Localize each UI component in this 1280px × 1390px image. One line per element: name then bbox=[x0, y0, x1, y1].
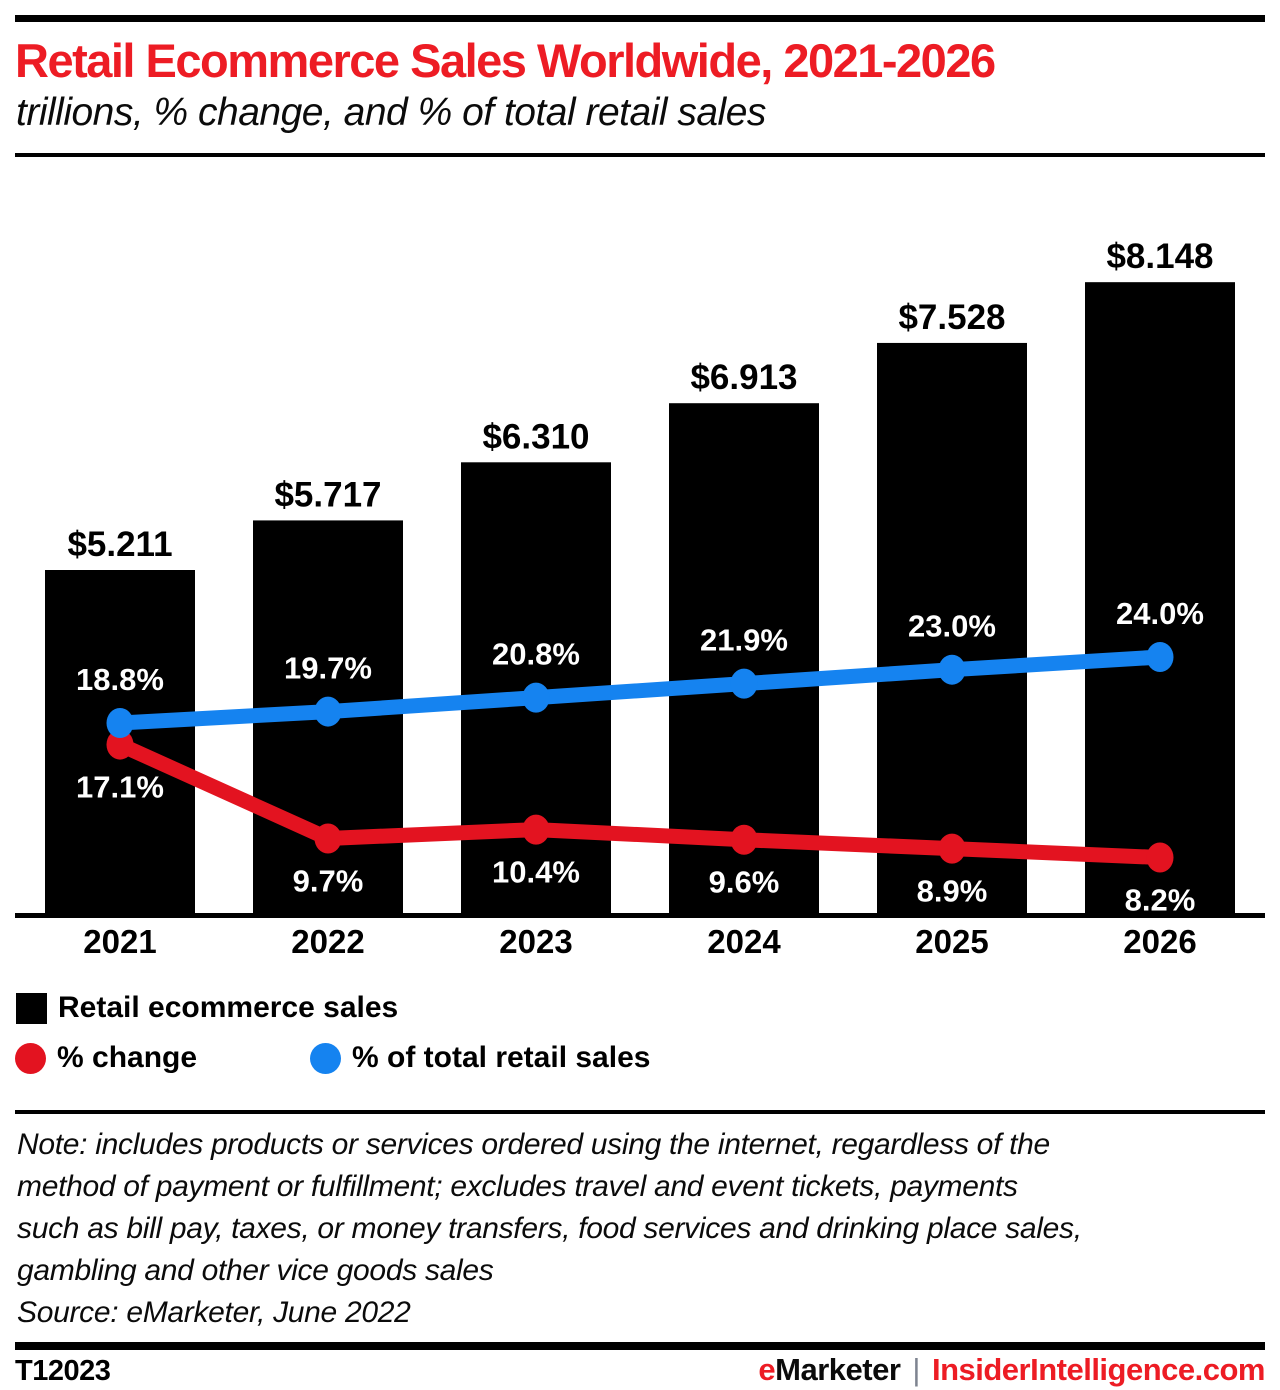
legend-label-pct-total: % of total retail sales bbox=[352, 1041, 651, 1074]
note-line: such as bill pay, taxes, or money transf… bbox=[17, 1212, 1082, 1245]
data-point-red-2026 bbox=[1146, 842, 1174, 873]
pct-change-label-2026: 8.2% bbox=[1125, 883, 1196, 918]
top-rule bbox=[15, 15, 1265, 22]
pct-change-label-2024: 9.6% bbox=[709, 865, 780, 900]
data-point-blue-2022 bbox=[314, 696, 342, 727]
note-line: gambling and other vice goods sales bbox=[17, 1254, 494, 1287]
bar-value-label-2024: $6.913 bbox=[690, 358, 797, 397]
data-point-blue-2026 bbox=[1146, 642, 1174, 673]
chart: $5.211 $5.717 $6.310 $6.913 $7.528 $8.148 18.8… bbox=[15, 237, 1265, 960]
bar-value-label-2025: $7.528 bbox=[898, 298, 1005, 337]
note-line: Note: includes products or services orde… bbox=[17, 1128, 1050, 1161]
x-axis-label-2021: 2021 bbox=[83, 923, 156, 960]
pct-total-label-2024: 21.9% bbox=[700, 623, 788, 658]
note-line: method of payment or fulfillment; exclud… bbox=[17, 1170, 1018, 1203]
red-dot-swatch bbox=[15, 1042, 46, 1074]
data-point-red-2022 bbox=[314, 823, 342, 854]
page-title: Retail Ecommerce Sales Worldwide, 2021-2… bbox=[15, 34, 996, 87]
pct-change-label-2021: 17.1% bbox=[76, 770, 164, 805]
chart-id: T12023 bbox=[15, 1355, 111, 1387]
footer-separator: | bbox=[912, 1352, 920, 1387]
pct-change-label-2023: 10.4% bbox=[492, 855, 580, 890]
x-axis-label-2026: 2026 bbox=[1123, 923, 1196, 960]
bar-value-label-2023: $6.310 bbox=[482, 417, 589, 456]
bar-value-label-2021: $5.211 bbox=[67, 525, 172, 564]
footer-brands: eMarketer | InsiderIntelligence.com bbox=[758, 1352, 1265, 1388]
data-point-blue-2024 bbox=[730, 668, 758, 699]
x-axis-label-2022: 2022 bbox=[291, 923, 364, 960]
insider-intelligence-url: InsiderIntelligence.com bbox=[931, 1352, 1266, 1387]
note-block: Note: includes products or services orde… bbox=[17, 1124, 1272, 1334]
data-point-red-2023 bbox=[522, 814, 550, 845]
pct-total-label-2025: 23.0% bbox=[908, 609, 996, 644]
data-point-blue-2021 bbox=[106, 708, 134, 738]
data-point-red-2024 bbox=[730, 824, 758, 855]
x-axis-line bbox=[15, 913, 1265, 918]
footer-divider bbox=[15, 1342, 1265, 1350]
emarketer-logo: eMarketer bbox=[758, 1352, 901, 1387]
bar-2026 bbox=[1085, 282, 1235, 915]
pct-change-label-2022: 9.7% bbox=[293, 863, 364, 898]
legend-label-pct-change: % change bbox=[57, 1041, 198, 1074]
bar-value-label-2022: $5.717 bbox=[274, 475, 381, 514]
data-point-blue-2023 bbox=[522, 682, 550, 713]
legend-item-bars: Retail ecommerce sales bbox=[16, 991, 398, 1025]
pct-line-red bbox=[116, 737, 1161, 866]
blue-dot-swatch bbox=[310, 1042, 341, 1074]
pct-total-label-2022: 19.7% bbox=[284, 651, 372, 686]
data-point-red-2021 bbox=[106, 729, 134, 760]
x-axis-label-2023: 2023 bbox=[499, 923, 572, 960]
bar-swatch bbox=[16, 992, 47, 1024]
page-subtitle: trillions, % change, and % of total reta… bbox=[16, 91, 766, 134]
legend-item-pct-change: % change bbox=[15, 1041, 197, 1075]
bar-2025 bbox=[877, 342, 1027, 916]
data-point-red-2025 bbox=[938, 833, 966, 864]
pct-total-label-2021: 18.8% bbox=[76, 662, 164, 697]
note-divider bbox=[15, 1110, 1265, 1114]
pct-total-label-2023: 20.8% bbox=[492, 637, 580, 672]
legend-label-bars: Retail ecommerce sales bbox=[58, 991, 399, 1024]
x-axis-label-2025: 2025 bbox=[915, 923, 988, 960]
bar-value-label-2026: $8.148 bbox=[1106, 237, 1213, 276]
x-axis-label-2024: 2024 bbox=[707, 923, 781, 960]
data-point-blue-2025 bbox=[938, 654, 966, 685]
footer: T12023 eMarketer | InsiderIntelligence.c… bbox=[15, 1352, 1266, 1388]
pct-total-label-2026: 24.0% bbox=[1116, 596, 1204, 631]
source-line: Source: eMarketer, June 2022 bbox=[17, 1296, 411, 1329]
header-divider bbox=[15, 153, 1265, 157]
pct-change-label-2025: 8.9% bbox=[917, 874, 988, 909]
legend-item-pct-total: % of total retail sales bbox=[310, 1041, 650, 1075]
pct-line-blue bbox=[119, 649, 1161, 731]
